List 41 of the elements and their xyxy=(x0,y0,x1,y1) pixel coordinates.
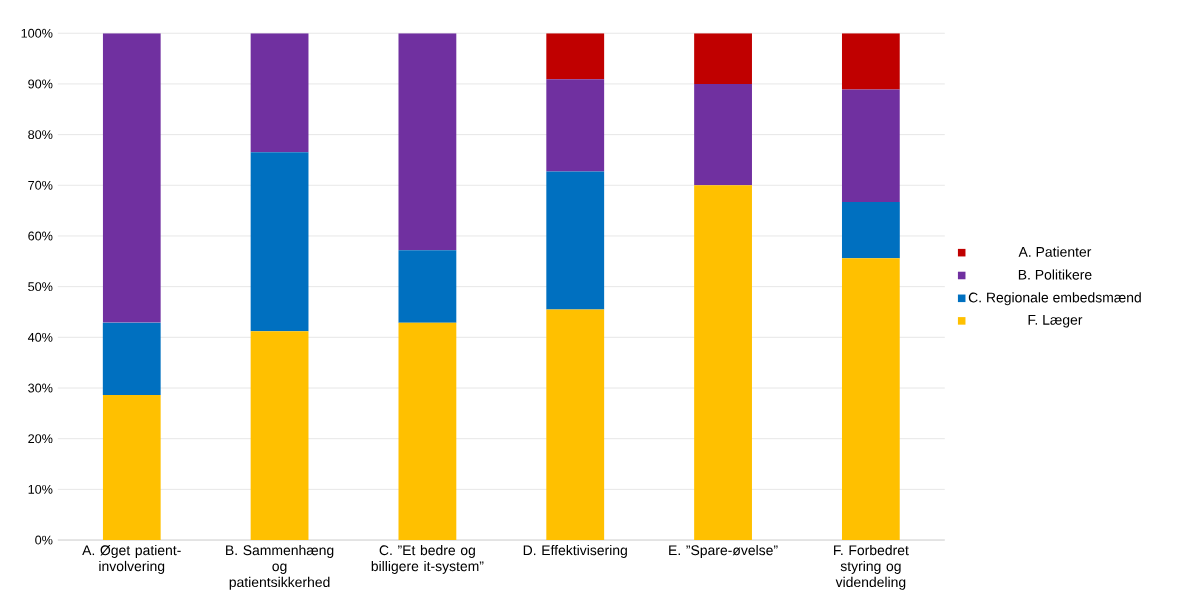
y-tick-label: 100% xyxy=(21,28,53,38)
bar xyxy=(694,83,752,186)
bar xyxy=(841,89,900,202)
y-tick-label: 80% xyxy=(28,130,53,140)
bar xyxy=(250,152,309,332)
bar xyxy=(398,322,457,540)
y-tick-label: 50% xyxy=(28,282,53,292)
bar xyxy=(102,33,161,323)
y-tick-label: 0% xyxy=(35,535,53,545)
bar xyxy=(546,171,605,310)
bar xyxy=(841,33,900,90)
bar xyxy=(102,322,161,396)
text: B. Politikere xyxy=(1018,269,1092,280)
bar xyxy=(694,185,752,540)
bar xyxy=(398,250,457,323)
bar xyxy=(694,33,752,84)
bar xyxy=(102,395,161,540)
bar xyxy=(398,33,457,251)
legend-label: C. Regionale embedsmænd xyxy=(968,292,1141,306)
x-tick-label: E. ”Spare-øvelse” xyxy=(669,544,778,558)
bar xyxy=(546,79,605,172)
bar xyxy=(841,258,900,540)
bar xyxy=(841,201,900,259)
x-tick-label: C. ”Et bedre og billigere it-system” xyxy=(371,544,484,574)
text: A. Patienter xyxy=(1018,246,1092,257)
bar xyxy=(546,33,605,80)
y-tick-label: 70% xyxy=(28,180,53,190)
x-tick-label: B. Sammenhæng og patientsikkerhed xyxy=(226,544,334,590)
x-tick-label: F. Forbedret styring og videndeling xyxy=(834,544,909,590)
text: F. Læger xyxy=(1028,315,1083,328)
bar xyxy=(250,33,309,153)
bar xyxy=(250,331,309,540)
y-tick-label: 20% xyxy=(28,434,53,444)
x-tick-label: D. Effektivisering xyxy=(523,544,627,558)
y-tick-label: 10% xyxy=(28,484,53,494)
y-tick-label: 40% xyxy=(27,332,53,342)
y-tick-label: 60% xyxy=(28,231,53,241)
x-tick-label: A. Øget patient-involvering xyxy=(82,544,181,574)
bar xyxy=(546,309,605,540)
y-tick-label: 90% xyxy=(28,79,53,89)
y-tick-label: 30% xyxy=(28,383,53,393)
